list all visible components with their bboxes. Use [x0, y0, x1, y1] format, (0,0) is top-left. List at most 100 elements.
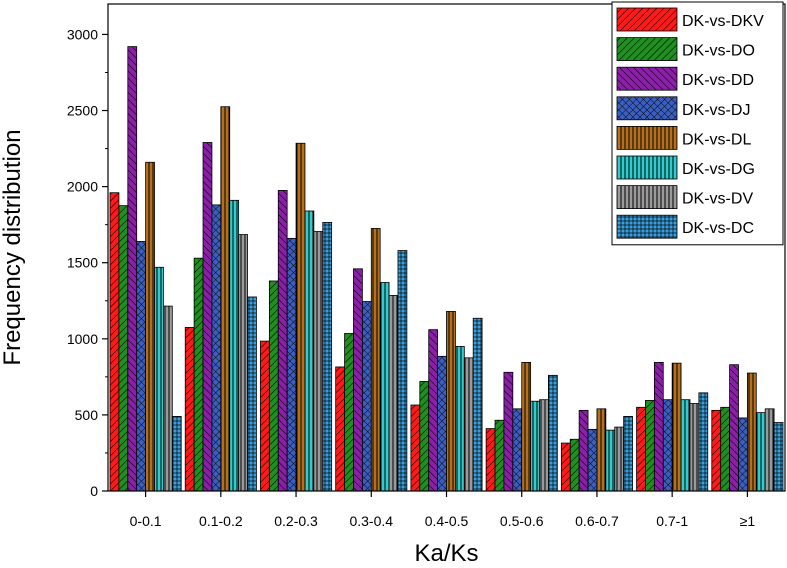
- bar: [145, 161, 155, 492]
- bar: [428, 329, 439, 492]
- x-tick-label: 0-0.1: [130, 513, 162, 529]
- legend-item: DK-vs-DJ: [616, 96, 750, 121]
- bar: [569, 438, 580, 492]
- x-tick-label: 0.1-0.2: [199, 513, 243, 529]
- bar: [193, 257, 204, 492]
- legend-label: DK-vs-DKV: [682, 13, 764, 30]
- x-tick-label: 0.6-0.7: [575, 513, 619, 529]
- bar: [711, 409, 722, 492]
- bar: [472, 317, 483, 492]
- bar: [109, 192, 120, 492]
- bar: [260, 340, 270, 492]
- bar: [587, 428, 598, 492]
- bar: [419, 381, 430, 492]
- bar: [653, 362, 664, 492]
- bar: [605, 429, 616, 492]
- bar: [211, 204, 222, 492]
- bar: [494, 419, 505, 492]
- legend-item: DK-vs-DD: [616, 66, 754, 91]
- bar: [454, 346, 465, 492]
- bar: [485, 428, 496, 492]
- y-axis-title: Frequency distribution: [0, 129, 26, 365]
- bar: [154, 266, 164, 492]
- x-tick-label: 0.2-0.3: [274, 513, 318, 529]
- bar: [397, 250, 408, 492]
- bar: [530, 400, 540, 492]
- legend-label: DK-vs-DL: [682, 131, 751, 148]
- bar: [220, 106, 231, 492]
- bar: [662, 399, 673, 492]
- y-tick-label: 1000: [67, 331, 98, 347]
- bar: [512, 408, 523, 492]
- x-axis-title: Ka/Ks: [414, 540, 478, 567]
- bar: [353, 268, 363, 492]
- bar: [614, 426, 625, 492]
- bar: [729, 364, 739, 492]
- bar: [379, 282, 390, 492]
- bar: [680, 399, 691, 492]
- bar: [163, 305, 173, 492]
- bar: [313, 231, 324, 492]
- legend-item: DK-vs-DV: [616, 185, 753, 210]
- bar: [463, 357, 474, 492]
- bar: [773, 422, 784, 492]
- bar: [689, 403, 700, 492]
- x-axis: 0-0.1 0.1-0.2 0.2-0.3 0.3-0.4 0.4-0.5 0.5-0.6…: [130, 491, 756, 529]
- bar: [335, 366, 345, 492]
- bar: [623, 416, 633, 492]
- x-tick-label: 0.3-0.4: [349, 513, 393, 529]
- bar: [247, 296, 257, 492]
- bar: [764, 408, 775, 492]
- bar: [645, 400, 655, 492]
- bar: [304, 210, 315, 492]
- y-axis: 0 500 1000 1500 2000 2500 3000: [67, 26, 108, 499]
- bar: [202, 142, 213, 492]
- bar: [388, 295, 399, 492]
- bar: [268, 280, 279, 492]
- legend-label: DK-vs-DV: [682, 191, 753, 208]
- y-tick-label: 3000: [67, 26, 98, 42]
- bar: [755, 412, 766, 492]
- x-tick-label: 0.5-0.6: [500, 513, 544, 529]
- legend-label: DK-vs-DC: [682, 220, 754, 237]
- legend-item: DK-vs-DKV: [616, 7, 764, 32]
- bar: [229, 199, 240, 492]
- bar: [539, 399, 549, 492]
- bar: [118, 205, 129, 492]
- legend-label: DK-vs-DJ: [682, 102, 750, 119]
- bar: [127, 46, 138, 492]
- legend-item: DK-vs-DL: [616, 126, 751, 150]
- legend-label: DK-vs-DO: [682, 43, 755, 60]
- bar: [277, 190, 288, 492]
- bar: [548, 374, 558, 492]
- bar: [521, 362, 532, 492]
- bar: [738, 417, 748, 492]
- bar: [344, 333, 354, 492]
- plot-area: 0 500 1000 1500 2000 2500 3000 0-0.1 0.1-0.2 0.2…: [67, 3, 786, 529]
- bar: [636, 406, 646, 492]
- bar: [503, 371, 514, 492]
- bar: [295, 142, 306, 492]
- bar: [171, 416, 182, 492]
- bar: [136, 241, 147, 492]
- x-tick-label: ≥1: [740, 513, 756, 529]
- bar: [238, 234, 248, 492]
- legend-label: DK-vs-DD: [682, 72, 754, 89]
- y-tick-label: 2000: [67, 179, 98, 195]
- bar: [437, 355, 447, 492]
- bar: [322, 221, 333, 492]
- bar: [286, 237, 297, 492]
- bar: [698, 392, 709, 492]
- legend-item: DK-vs-DC: [616, 214, 754, 239]
- bar: [578, 409, 589, 492]
- bar: [410, 404, 421, 492]
- y-tick-label: 500: [75, 407, 99, 423]
- y-tick-label: 1500: [67, 255, 98, 271]
- bar: [671, 362, 682, 492]
- x-tick-label: 0.7-1: [656, 513, 688, 529]
- y-tick-label: 2500: [67, 103, 98, 119]
- bar: [361, 301, 372, 492]
- x-tick-label: 0.4-0.5: [425, 513, 469, 529]
- legend: DK-vs-DKV DK-vs-DO DK-vs-DD DK-vs-DJ DK-vs-D…: [611, 1, 784, 246]
